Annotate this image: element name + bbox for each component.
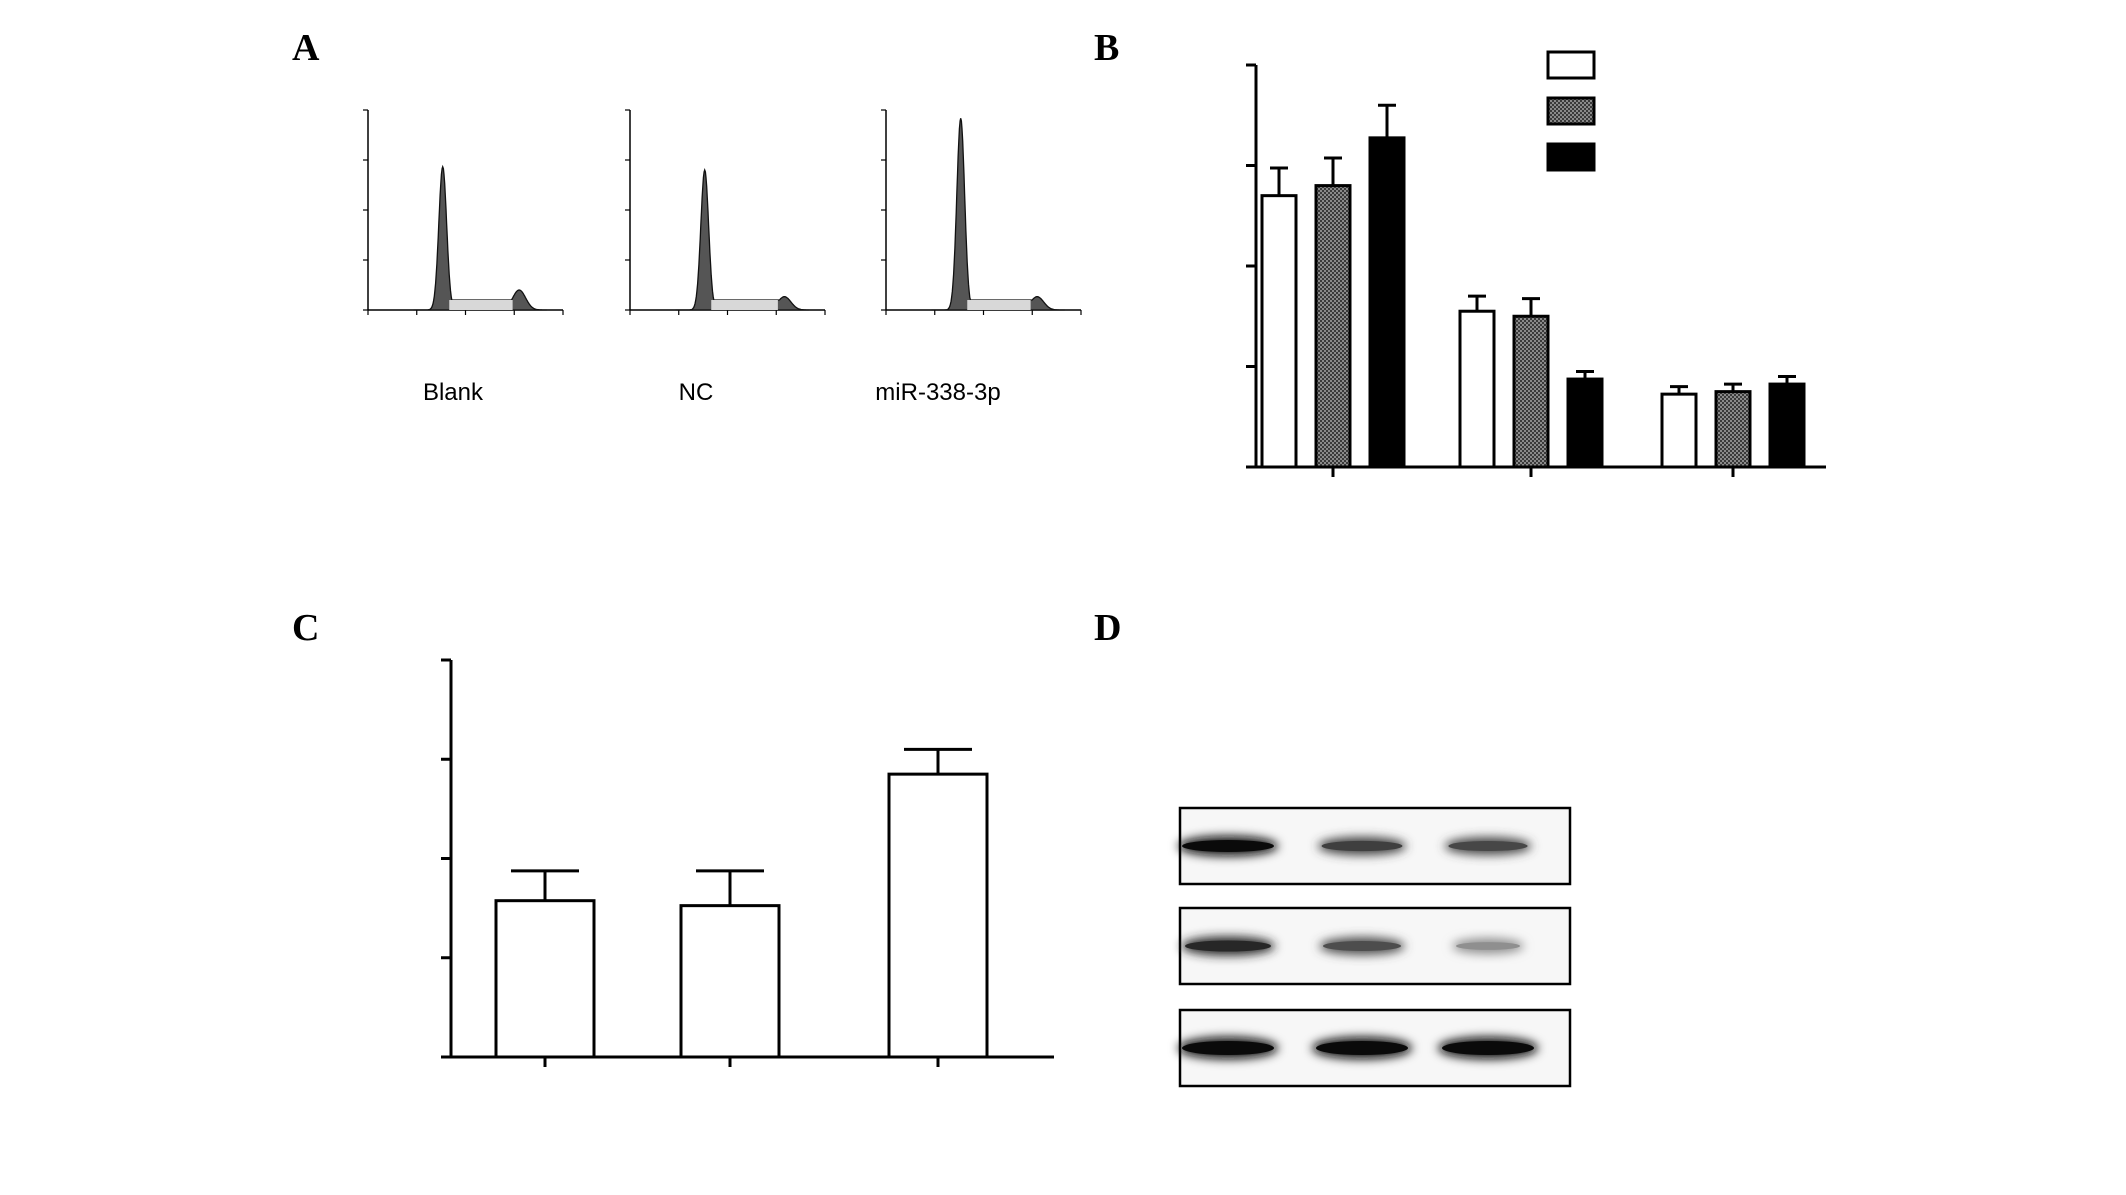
histogram-2 bbox=[881, 109, 1082, 315]
histogram-name-mir: miR-338-3p bbox=[875, 379, 1000, 406]
histogram-name-nc: NC bbox=[679, 379, 714, 406]
band-core-GAPDH-lane-2 bbox=[1442, 1041, 1534, 1055]
histogram-s-phase-fill bbox=[449, 300, 513, 310]
bar-G2/M-Blank bbox=[1660, 392, 1698, 469]
legend-swatch-NC bbox=[1546, 96, 1596, 126]
band-core-GAPDH-lane-0 bbox=[1182, 1041, 1274, 1055]
legend-swatch-miR-338-3p bbox=[1546, 142, 1596, 172]
histogram-curve bbox=[931, 118, 1065, 311]
panel-b-cell-cycle-chart bbox=[1246, 63, 1826, 477]
band-core-Survivin-lane-2 bbox=[1456, 942, 1520, 950]
panel-label-c: C bbox=[292, 607, 319, 649]
histogram-1 bbox=[625, 109, 826, 315]
band-core-Survivin-lane-1 bbox=[1323, 941, 1401, 951]
bar-G2/M-NC bbox=[1714, 390, 1752, 469]
legend-swatch-Blank bbox=[1546, 50, 1596, 80]
histogram-s-phase-fill bbox=[711, 300, 778, 310]
bar-S-NC bbox=[1512, 314, 1550, 469]
panel-a-histograms bbox=[363, 109, 1082, 315]
band-core-Bcl-2-lane-2 bbox=[1448, 840, 1528, 852]
histogram-curve bbox=[413, 164, 547, 311]
bar-S-miR-338-3p bbox=[1566, 377, 1604, 469]
panel-c-apoptosis-chart bbox=[441, 658, 1054, 1067]
histogram-s-phase-fill bbox=[967, 300, 1031, 310]
bar-NC bbox=[679, 904, 781, 1059]
bar-S-Blank bbox=[1458, 309, 1496, 469]
panel-label-d: D bbox=[1094, 607, 1121, 649]
bar-G0/G1-NC bbox=[1314, 184, 1352, 469]
band-core-Bcl-2-lane-0 bbox=[1182, 840, 1274, 852]
panel-label-a: A bbox=[292, 27, 320, 69]
bar-G0/G1-Blank bbox=[1260, 194, 1298, 469]
panel-d-western-blot bbox=[1178, 806, 1572, 1088]
histogram-0 bbox=[363, 109, 564, 315]
bar-G2/M-miR-338-3p bbox=[1768, 382, 1806, 469]
bar-G0/G1-miR-338-3p bbox=[1368, 136, 1406, 469]
histogram-curve bbox=[675, 167, 809, 311]
band-core-GAPDH-lane-1 bbox=[1316, 1041, 1408, 1055]
histogram-name-blank: Blank bbox=[423, 379, 484, 406]
band-core-Bcl-2-lane-1 bbox=[1321, 840, 1403, 852]
bar-Blank bbox=[494, 899, 596, 1059]
panel-b-legend bbox=[1546, 50, 1596, 172]
panel-label-b: B bbox=[1094, 27, 1119, 69]
band-core-Survivin-lane-0 bbox=[1185, 940, 1271, 952]
bar-miR-338-3p bbox=[887, 772, 989, 1059]
